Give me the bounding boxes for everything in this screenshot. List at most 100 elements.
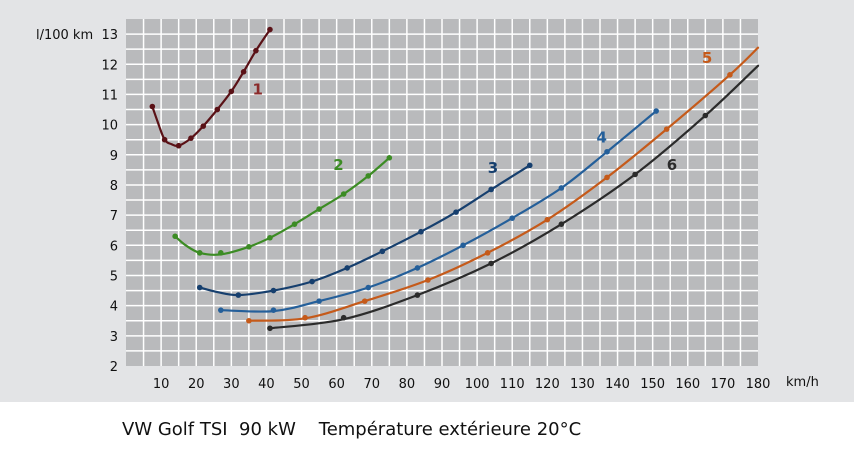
curve-labels: 1 2 3 4 5 6 [252,49,712,177]
series-line-5 [247,46,760,322]
x-tick-label: 20 [188,377,205,392]
data-point-series-2 [196,250,203,256]
x-tick-label: 170 [710,377,735,392]
curve-label-4: 4 [597,129,607,147]
data-point-series-3 [344,265,351,271]
data-point-series-6 [632,171,638,178]
data-point-series-1 [175,142,182,149]
data-point-series-1 [200,123,207,129]
tick-labels: 10 20 30 40 50 60 70 80 90 100 110 120 130 140 150 160 1… [101,28,770,392]
data-point-series-5 [484,250,491,256]
data-point-series-6 [702,112,709,119]
data-point-series-5 [544,216,551,223]
y-tick-label: 8 [110,179,118,194]
y-tick-label: 11 [101,88,118,103]
data-point-series-3 [488,186,494,193]
x-tick-label: 50 [293,377,310,392]
curve-label-1: 1 [252,80,262,98]
y-tick-label: 6 [110,239,118,254]
y-tick-label: 4 [110,300,118,315]
data-point-series-3 [418,228,424,235]
data-point-series-6 [488,260,494,267]
x-tick-label: 70 [364,377,381,392]
x-tick-label: 160 [675,377,700,392]
chart-area: 10 20 30 40 50 60 70 80 90 100 110 120 130 140 150 160 1… [0,0,854,402]
data-point-series-4 [558,185,565,191]
data-point-series-4 [365,284,372,291]
data-point-series-4 [218,307,224,313]
y-tick-label: 12 [101,58,118,73]
x-tick-label: 10 [153,377,170,392]
fuel-consumption-chart: 10 20 30 40 50 60 70 80 90 100 110 120 130 140 150 160 1… [36,19,819,392]
series-points [149,26,733,332]
y-tick-label: 3 [110,330,118,345]
curve-label-5: 5 [702,49,712,67]
series-lines [151,28,760,330]
data-point-series-6 [267,325,273,332]
y-tick-label: 9 [110,149,118,164]
data-point-series-3 [235,292,242,298]
data-point-series-3 [309,278,315,285]
data-point-series-6 [340,314,347,321]
data-point-series-4 [316,298,322,304]
data-point-series-1 [267,26,273,33]
data-point-series-3 [526,162,533,169]
y-tick-label: 5 [110,269,118,284]
data-point-series-2 [340,191,347,197]
data-point-series-2 [365,173,372,179]
x-tick-label: 110 [500,377,525,392]
data-point-series-1 [214,106,221,113]
data-point-series-1 [188,135,194,141]
x-axis-label: km/h [786,375,819,390]
x-tick-label: 30 [223,377,240,392]
curve-label-2: 2 [333,156,343,174]
data-point-series-1 [253,47,259,54]
chart-caption: VW Golf TSI 90 kW Température extérieure… [122,419,582,440]
data-point-series-2 [218,250,224,256]
data-point-series-2 [172,233,178,240]
x-tick-label: 100 [465,377,490,392]
data-point-series-4 [414,265,421,271]
data-point-series-2 [316,206,322,212]
series-line-4 [219,109,658,313]
data-point-series-6 [558,221,565,227]
data-point-series-2 [291,221,298,227]
data-point-series-1 [149,103,156,110]
data-point-series-3 [196,284,203,291]
x-tick-label: 60 [328,377,345,392]
data-point-series-2 [246,244,252,250]
data-point-series-1 [161,136,168,143]
y-tick-label: 10 [101,119,118,134]
y-tick-label: 13 [101,28,118,43]
data-point-series-1 [228,88,235,95]
data-point-series-6 [414,292,421,298]
x-tick-label: 150 [640,377,665,392]
grid [126,19,758,366]
y-axis-label: l/100 km [36,28,93,43]
x-tick-label: 120 [535,377,560,392]
data-point-series-4 [270,307,277,313]
data-point-series-4 [653,108,659,114]
data-point-series-3 [453,209,459,215]
y-tick-label: 2 [110,360,118,375]
curve-label-6: 6 [667,156,677,174]
series-line-6 [268,64,760,330]
data-point-series-3 [379,248,386,255]
data-point-series-3 [270,287,277,294]
data-point-series-5 [361,298,368,304]
x-tick-label: 130 [570,377,595,392]
x-tick-label: 90 [434,377,451,392]
x-tick-label: 140 [605,377,630,392]
data-point-series-5 [302,314,308,321]
curve-label-3: 3 [488,159,498,177]
data-point-series-1 [240,69,247,75]
y-tick-label: 7 [110,209,118,224]
data-point-series-4 [509,215,516,221]
data-point-series-5 [604,174,610,181]
x-tick-label: 80 [399,377,416,392]
data-point-series-2 [386,155,393,161]
data-point-series-4 [604,148,610,155]
x-tick-label: 40 [258,377,275,392]
data-point-series-4 [460,242,466,249]
data-point-series-5 [246,317,252,324]
